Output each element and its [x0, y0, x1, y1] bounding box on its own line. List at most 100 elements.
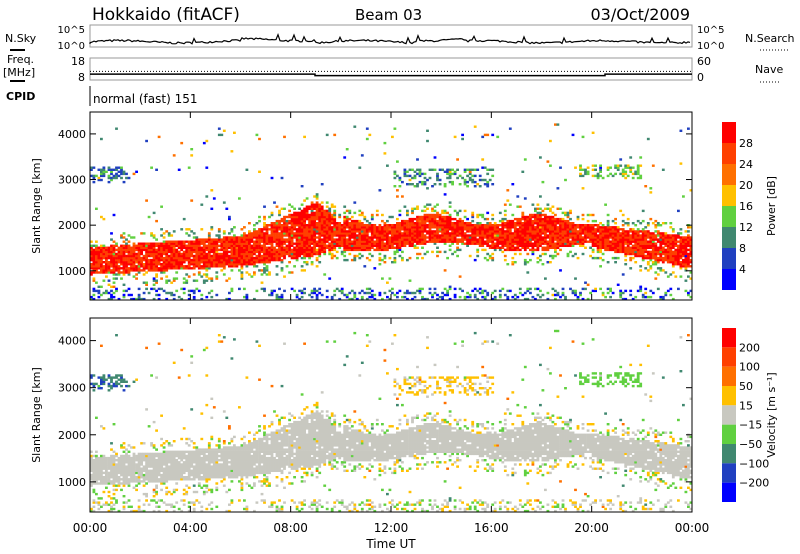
echo-cell: [185, 279, 189, 282]
echo-cell: [370, 217, 374, 221]
echo-cell: [579, 174, 582, 178]
echo-cell: [654, 252, 658, 256]
echo-cell: [263, 222, 266, 225]
echo-cell: [258, 244, 261, 247]
echo-cell: [599, 248, 602, 252]
echo-cell: [100, 378, 103, 381]
cpid-value: normal (fast) 151: [93, 92, 197, 106]
echo-cell: [433, 183, 437, 186]
echo-cell: [671, 263, 675, 266]
echo-cell: [488, 226, 492, 229]
echo-cell: [584, 234, 587, 237]
echo-cell: [386, 246, 389, 249]
echo-cell: [531, 248, 535, 252]
echo-cell: [559, 222, 562, 225]
echo-cell: [634, 232, 638, 235]
echo-cell: [225, 256, 229, 260]
echo-cell: [110, 252, 113, 256]
echo-cell: [664, 234, 668, 237]
echo-cell: [534, 244, 537, 247]
echo-cell: [360, 228, 364, 231]
echo-cell: [448, 174, 452, 178]
echo-cell: [95, 244, 98, 247]
echo-cell: [190, 258, 194, 262]
echo-cell: [107, 261, 111, 264]
echo-cell: [107, 509, 111, 513]
echo-cell: [110, 269, 113, 272]
echo-cell: [278, 244, 281, 247]
echo-cell: [398, 178, 402, 182]
colorbar-tick-label: 28: [739, 137, 753, 150]
echo-cell: [228, 244, 231, 247]
echo-cell: [391, 215, 394, 219]
echo-cell: [526, 226, 530, 229]
echo-cell: [383, 228, 387, 231]
echo-cell: [508, 234, 512, 237]
echo-cell: [358, 238, 362, 241]
echo-cell: [333, 224, 337, 227]
echo-cell: [541, 248, 545, 252]
echo-cell: [375, 230, 379, 233]
echo-cell: [594, 238, 597, 241]
echo-cell: [614, 232, 617, 235]
echo-cell: [559, 207, 562, 210]
echo-cell: [629, 156, 633, 159]
echo-cell: [140, 232, 143, 235]
echo-cell: [207, 254, 211, 258]
echo-cell: [559, 226, 562, 229]
echo-cell: [293, 256, 296, 260]
echo-cell: [518, 242, 522, 245]
echo-cell: [368, 287, 372, 291]
echo-cell: [551, 228, 555, 231]
echo-cell: [187, 166, 191, 169]
echo-cell: [401, 232, 404, 235]
echo-cell: [383, 261, 387, 264]
echo-cell: [541, 293, 545, 297]
echo-cell: [659, 254, 663, 258]
echo-cell: [310, 234, 314, 237]
echo-cell: [406, 183, 409, 186]
echo-cell: [248, 250, 251, 254]
echo-cell: [416, 228, 419, 231]
echo-cell: [180, 256, 184, 260]
echo-cell: [340, 232, 344, 235]
echo-cell: [167, 240, 171, 243]
echo-cell: [197, 271, 201, 274]
echo-cell: [549, 238, 552, 241]
echo-cell: [551, 219, 555, 223]
echo-cell: [355, 238, 359, 241]
echo-cell: [313, 217, 316, 221]
echo-cell: [416, 256, 419, 260]
echo-cell: [446, 230, 449, 233]
echo-cell: [594, 174, 597, 178]
echo-cell: [222, 273, 226, 276]
echo-cell: [102, 291, 106, 295]
echo-cell: [406, 234, 409, 237]
echo-cell: [245, 265, 249, 268]
echo-cell: [416, 252, 419, 256]
echo-cell: [222, 263, 226, 266]
echo-cell: [320, 226, 324, 229]
echo-cell: [290, 234, 294, 237]
echo-cell: [513, 222, 517, 225]
echo-cell: [253, 258, 256, 262]
echo-cell: [539, 242, 542, 245]
echo-cell: [278, 242, 281, 245]
echo-cell: [661, 252, 665, 256]
echo-cell: [644, 234, 648, 237]
echo-cell: [265, 269, 269, 272]
echo-cell: [130, 258, 133, 262]
echo-cell: [461, 137, 464, 141]
echo-cell: [401, 236, 404, 239]
echo-cell: [631, 297, 635, 301]
echo-cell: [330, 217, 334, 221]
echo-cell: [471, 180, 475, 184]
echo-cell: [182, 250, 186, 254]
echo-cell: [689, 258, 693, 262]
echo-cell: [330, 256, 334, 260]
echo-cell: [413, 240, 417, 243]
echo-cell: [305, 217, 309, 221]
echo-cell: [238, 254, 241, 258]
echo-cell: [639, 222, 643, 225]
echo-cell: [646, 232, 650, 235]
